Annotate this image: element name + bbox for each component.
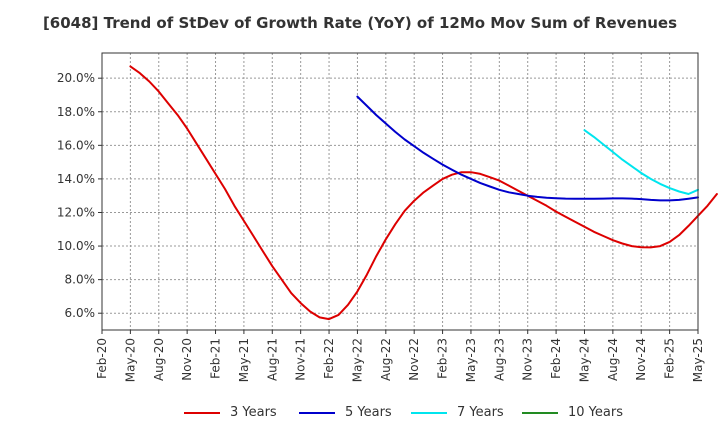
legend-swatch-7-years: [411, 411, 447, 414]
series-line-7-years: [583, 129, 699, 195]
x-tick-label: May-20: [123, 338, 137, 382]
y-tick-label: 14.0%: [57, 172, 95, 186]
x-tick-label: Aug-21: [265, 338, 279, 381]
grid: [102, 53, 698, 330]
series-lines: [129, 65, 718, 321]
y-tick-label: 18.0%: [57, 105, 95, 119]
legend-item-10-years: 10 Years: [522, 405, 623, 420]
y-tick-label: 16.0%: [57, 138, 95, 152]
x-tick-label: Feb-23: [436, 338, 450, 379]
legend-swatch-5-years: [299, 411, 335, 414]
legend-swatch-3-years: [184, 411, 220, 414]
y-tick-label: 20.0%: [57, 71, 95, 85]
legend-swatch-10-years: [522, 411, 558, 414]
x-tick-label: Nov-23: [521, 338, 535, 381]
legend-label-7-years: 7 Years: [457, 405, 504, 420]
x-tick-label: Nov-20: [180, 338, 194, 381]
y-tick-label: 12.0%: [57, 205, 95, 219]
legend-item-3-years: 3 Years: [184, 405, 277, 420]
x-tick-label: Nov-24: [634, 338, 648, 381]
x-tick-label: Nov-22: [407, 338, 421, 381]
x-tick-label: May-22: [350, 338, 364, 382]
plot-border: [101, 52, 699, 331]
x-tick-label: Nov-21: [294, 338, 308, 381]
series-line-3-years: [129, 65, 718, 321]
series-line-5-years: [356, 95, 699, 202]
legend-item-7-years: 7 Years: [411, 405, 504, 420]
x-tick-label: Feb-24: [549, 338, 563, 379]
x-tick-label: Feb-20: [95, 338, 109, 379]
legend-label-5-years: 5 Years: [345, 405, 392, 420]
legend: 3 Years 5 Years 7 Years 10 Years: [0, 405, 720, 427]
y-tick-label: 8.0%: [65, 273, 96, 287]
x-axis: Feb-20 May-20 Aug-20 Nov-20 Feb-21 May-21 Aug-…: [95, 330, 705, 382]
x-tick-label: Aug-20: [152, 338, 166, 381]
x-tick-label: Aug-23: [492, 338, 506, 381]
x-tick-label: Aug-24: [606, 338, 620, 381]
y-axis: 6.0% 8.0% 10.0% 12.0% 14.0% 16.0% 18.0% 20.0%: [57, 71, 102, 320]
legend-label-10-years: 10 Years: [568, 405, 623, 420]
y-tick-label: 6.0%: [65, 306, 96, 320]
x-tick-label: Feb-21: [209, 338, 223, 379]
chart-title: [6048] Trend of StDev of Growth Rate (Yo…: [42, 14, 678, 32]
legend-item-5-years: 5 Years: [299, 405, 392, 420]
plot-background: [102, 53, 698, 330]
x-tick-label: May-23: [464, 338, 478, 382]
x-tick-label: Feb-22: [322, 338, 336, 379]
x-tick-label: May-25: [691, 338, 705, 382]
x-tick-label: May-21: [237, 338, 251, 382]
x-tick-label: Aug-22: [379, 338, 393, 381]
y-tick-label: 10.0%: [57, 239, 95, 253]
x-tick-label: Feb-25: [663, 338, 677, 379]
legend-label-3-years: 3 Years: [230, 405, 277, 420]
x-tick-label: May-24: [577, 338, 591, 382]
